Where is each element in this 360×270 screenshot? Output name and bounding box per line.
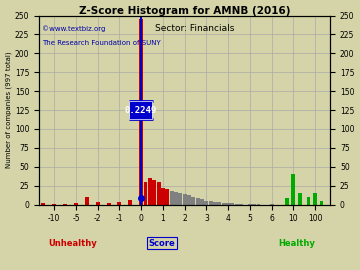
Text: Sector: Financials: Sector: Financials xyxy=(155,24,234,33)
Bar xyxy=(96,202,100,204)
Text: Healthy: Healthy xyxy=(278,238,315,248)
Bar xyxy=(192,197,195,204)
Text: 0.2249: 0.2249 xyxy=(125,106,157,114)
Bar xyxy=(161,188,165,204)
Bar xyxy=(129,200,132,204)
Bar xyxy=(291,174,295,204)
Bar xyxy=(152,180,156,204)
Bar xyxy=(183,194,186,204)
Bar xyxy=(298,193,302,204)
Bar xyxy=(209,201,213,204)
Bar xyxy=(222,203,226,204)
Bar xyxy=(217,202,221,204)
FancyBboxPatch shape xyxy=(129,101,152,119)
Title: Z-Score Histogram for AMNB (2016): Z-Score Histogram for AMNB (2016) xyxy=(79,6,291,16)
Bar xyxy=(178,193,182,204)
Bar xyxy=(85,201,89,204)
Bar xyxy=(285,198,289,204)
Bar xyxy=(313,193,317,204)
Bar xyxy=(226,203,230,204)
Bar xyxy=(187,195,191,204)
Bar xyxy=(230,203,234,204)
Text: Unhealthy: Unhealthy xyxy=(48,238,97,248)
Bar xyxy=(320,201,324,204)
Text: ©www.textbiz.org: ©www.textbiz.org xyxy=(42,25,105,32)
Text: Score: Score xyxy=(149,238,176,248)
Bar xyxy=(129,201,132,204)
Bar xyxy=(74,203,78,204)
Bar xyxy=(204,201,208,204)
Bar xyxy=(85,197,89,204)
Bar xyxy=(200,199,204,204)
Bar xyxy=(213,202,217,204)
Y-axis label: Number of companies (997 total): Number of companies (997 total) xyxy=(5,52,12,168)
Bar xyxy=(170,191,174,204)
Bar xyxy=(148,178,152,204)
Bar xyxy=(196,198,200,204)
Text: The Research Foundation of SUNY: The Research Foundation of SUNY xyxy=(42,40,161,46)
Bar xyxy=(144,182,148,204)
Bar xyxy=(306,197,310,204)
Bar xyxy=(107,203,111,204)
Bar xyxy=(107,203,111,204)
Bar xyxy=(139,19,143,204)
Bar xyxy=(165,190,169,204)
Bar xyxy=(157,182,161,204)
Bar xyxy=(174,192,178,204)
Bar xyxy=(117,202,121,204)
Bar xyxy=(41,203,45,204)
